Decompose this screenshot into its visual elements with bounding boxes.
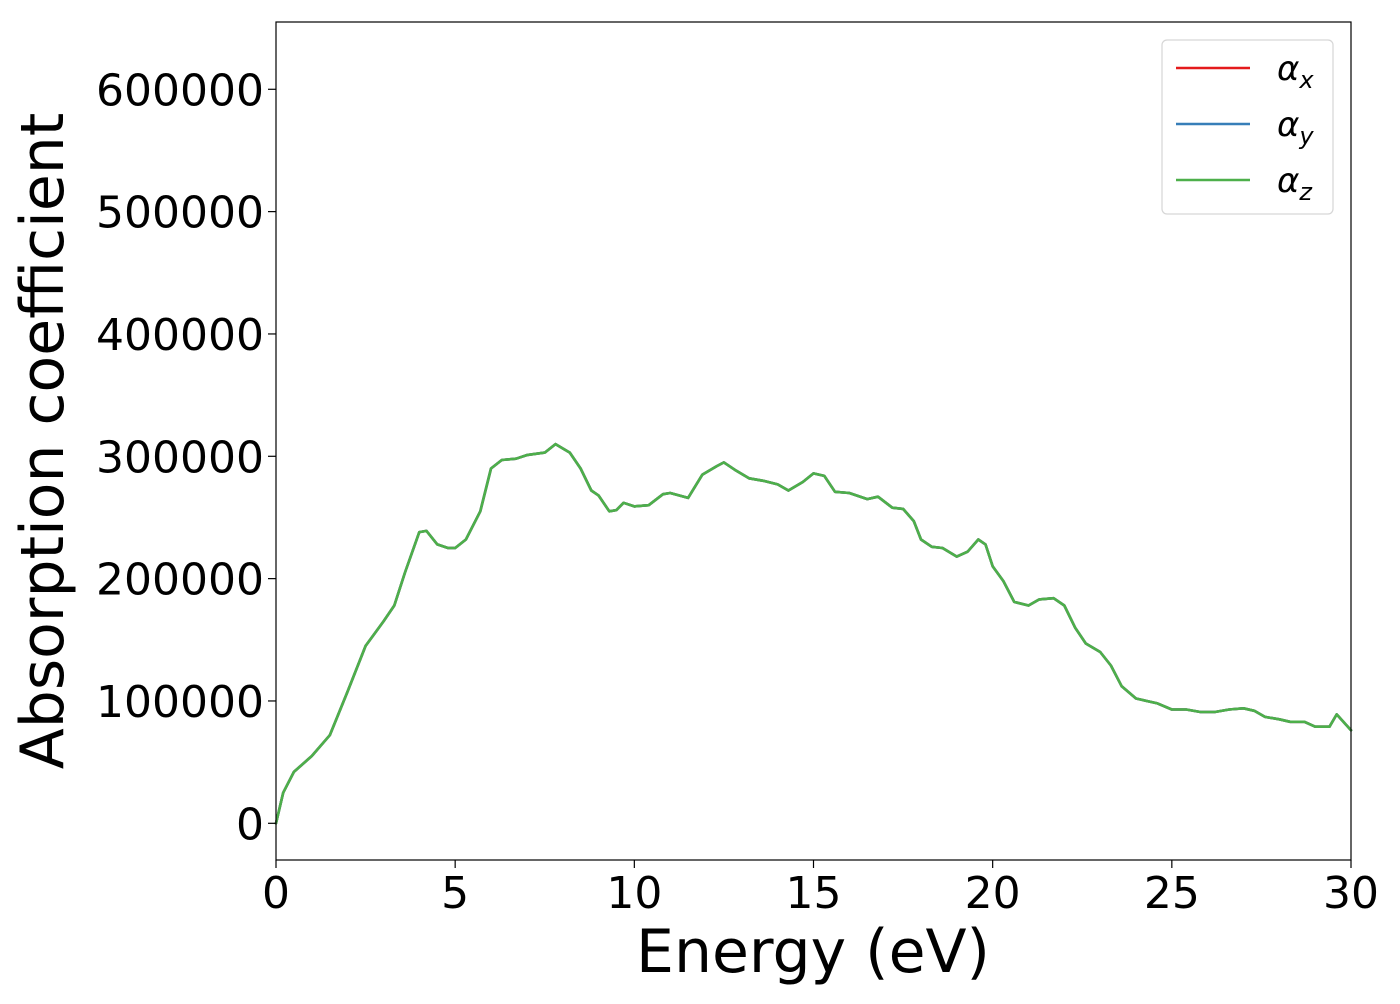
y-tick-label: 600000 bbox=[96, 65, 264, 116]
x-axis: 0 5 10 15 20 25 30 bbox=[262, 860, 1379, 919]
y-axis: 0 100000 200000 300000 400000 500000 600000 bbox=[96, 65, 276, 850]
series-line-1 bbox=[274, 442, 1353, 825]
y-tick-label: 400000 bbox=[96, 310, 264, 361]
x-tick-label: 10 bbox=[606, 868, 662, 919]
series-line-2 bbox=[274, 442, 1353, 825]
y-tick-label: 100000 bbox=[96, 677, 264, 728]
y-tick-label: 500000 bbox=[96, 188, 264, 239]
y-tick-label: 200000 bbox=[96, 555, 264, 606]
y-tick-label: 0 bbox=[236, 799, 264, 850]
x-tick-label: 20 bbox=[965, 868, 1021, 919]
y-axis-label: Absorption coefficient bbox=[8, 113, 78, 770]
series-line-3 bbox=[274, 442, 1353, 825]
x-tick-label: 5 bbox=[441, 868, 469, 919]
x-axis-label: Energy (eV) bbox=[636, 917, 990, 987]
series-layer bbox=[274, 442, 1353, 825]
x-tick-label: 15 bbox=[786, 868, 842, 919]
x-tick-label: 0 bbox=[262, 868, 290, 919]
x-tick-label: 30 bbox=[1323, 868, 1379, 919]
legend-frame bbox=[1161, 39, 1334, 215]
y-tick-label: 300000 bbox=[96, 432, 264, 483]
x-tick-label: 25 bbox=[1144, 868, 1200, 919]
